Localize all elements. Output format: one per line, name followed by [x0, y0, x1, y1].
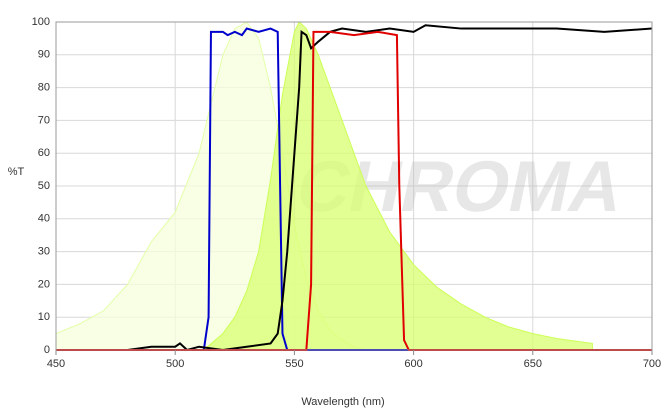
- line: [56, 30, 652, 351]
- x-tick-label: 650: [524, 358, 542, 370]
- area: [203, 21, 593, 351]
- y-tick-label: 90: [38, 49, 50, 61]
- x-tick-label: 550: [285, 358, 303, 370]
- x-tick-label: 700: [643, 358, 661, 370]
- y-tick-label: 40: [38, 213, 50, 225]
- y-tick-label: 60: [38, 147, 50, 159]
- plot-frame: [55, 21, 653, 351]
- y-tick-label: 30: [38, 246, 50, 258]
- y-tick-label: 10: [38, 311, 50, 323]
- x-axis-label: Wavelength (nm): [301, 396, 384, 408]
- y-tick-label: 80: [38, 82, 50, 94]
- y-tick-label: 100: [32, 16, 50, 28]
- y-tick-label: 70: [38, 114, 50, 126]
- x-tick-label: 450: [47, 358, 65, 370]
- line: [56, 27, 652, 351]
- y-axis-label: %T: [8, 166, 25, 178]
- y-tick-label: 20: [38, 278, 50, 290]
- y-tick-label: 0: [44, 344, 50, 356]
- line: [56, 24, 653, 352]
- y-tick-label: 50: [38, 180, 50, 192]
- x-tick-label: 600: [404, 358, 422, 370]
- x-tick-label: 500: [166, 358, 184, 370]
